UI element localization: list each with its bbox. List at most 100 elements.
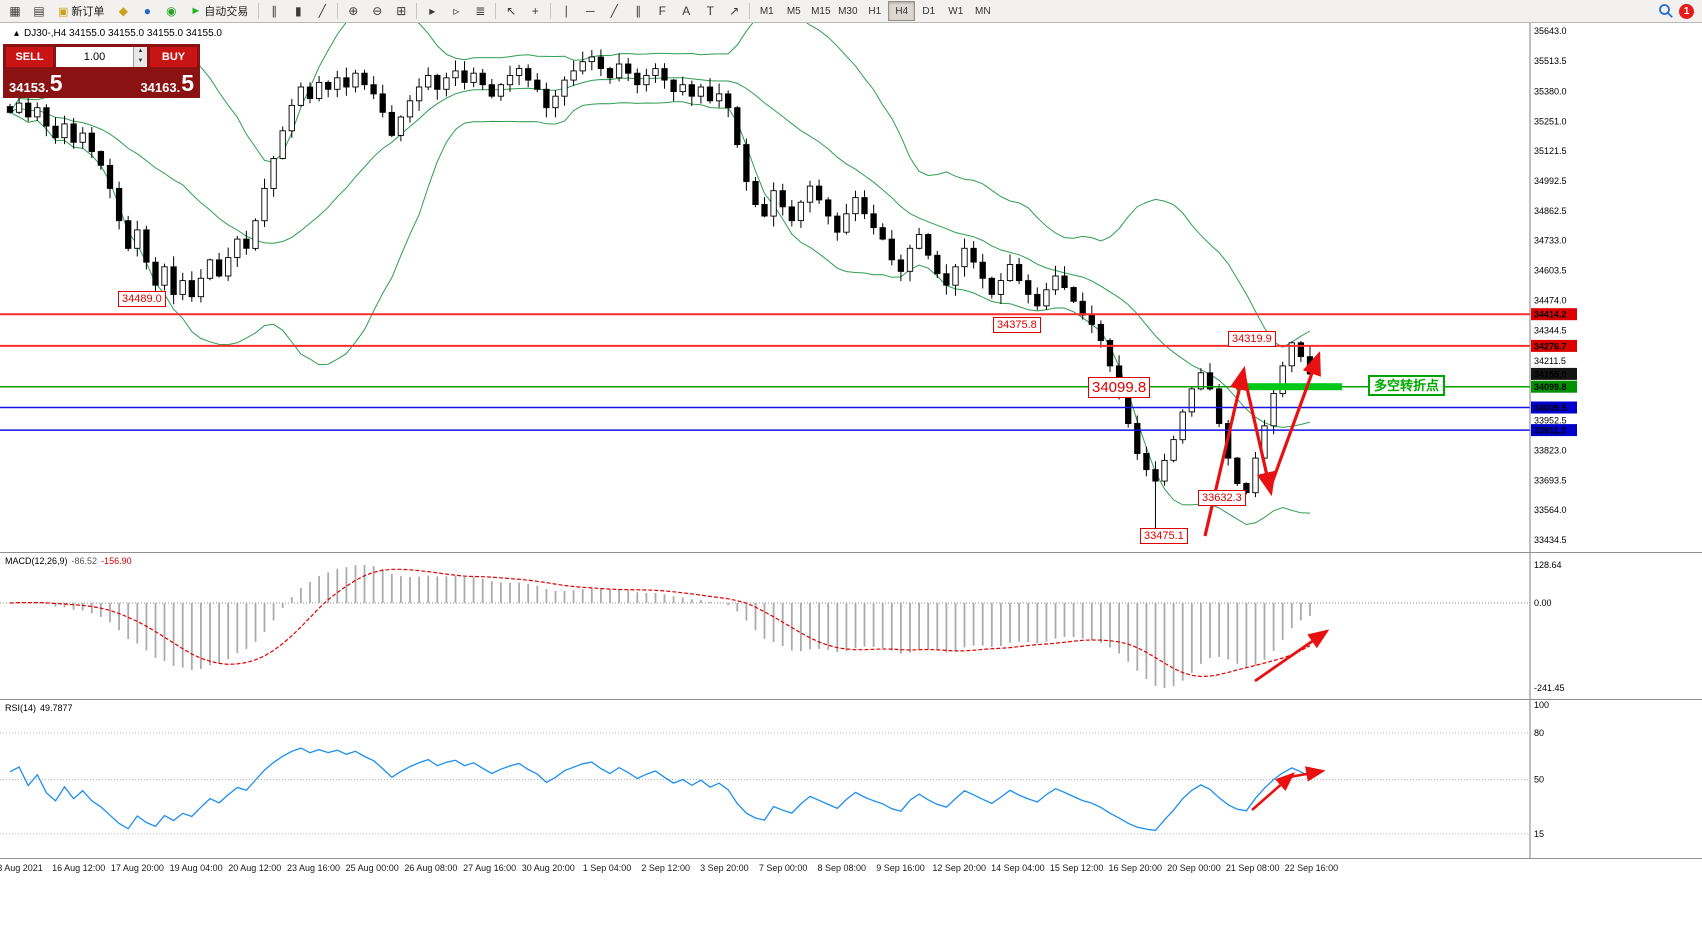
new-order-button[interactable]: ▣ 新订单 [52,1,110,22]
chart-title-text: DJ30-,H4 34155.0 34155.0 34155.0 34155.0 [24,28,222,39]
timeframe-m30[interactable]: M30 [838,5,858,17]
zoom-in-icon[interactable]: ⊕ [348,4,359,18]
new-chart-icon[interactable]: ▦ [9,4,21,18]
trendline-icon[interactable]: ╱ [610,4,618,18]
timeframe-h1[interactable]: H1 [868,5,882,17]
price-tick: 33564.0 [1534,505,1567,515]
chart-shift-icon[interactable]: ▹ [453,4,460,18]
auto-trading-button-label: 自动交易 [204,6,249,18]
timeframe-d1[interactable]: D1 [922,5,936,17]
time-label: 15 Sep 12:00 [1049,863,1104,873]
candlestick-chart-icon[interactable]: ▮ [294,4,302,18]
price-tick: 33823.0 [1534,446,1567,456]
price-tick: 34862.5 [1534,206,1567,216]
support-zone-bar[interactable] [1236,383,1342,391]
toolbar-right: 1 [1658,3,1699,19]
terminal-icon[interactable]: ◉ [166,4,177,18]
time-label: 26 Aug 08:00 [404,863,458,873]
arrows-tool-icon[interactable]: ↗ [729,4,740,18]
macd-trend-arrow[interactable] [1254,629,1330,683]
macd-scale-tick: 0.00 [1534,598,1552,608]
zoom-out-icon[interactable]: ⊖ [372,4,383,18]
price-badge [1531,308,1577,321]
volume-down-icon[interactable]: ▼ [134,57,147,67]
auto-trading-button-icon: ► [190,5,202,17]
price-chart-panel[interactable]: 35643.0 35513.5 35380.0 35251.0 35121.5 34992… [0,23,1702,552]
vertical-line-icon[interactable]: ∣ [563,4,570,18]
search-icon[interactable] [1658,3,1674,19]
price-badge [1531,424,1577,437]
time-label: 22 Sep 16:00 [1284,863,1339,873]
channel-icon[interactable]: ∥ [635,4,642,18]
one-click-trade-panel: SELL 1.00 ▲ ▼ BUY 34153. 5 34163. 5 [3,44,200,98]
rsi-trend-arrow[interactable] [1283,766,1326,782]
navigator-icon[interactable]: ● [143,4,152,18]
text-label-icon[interactable]: T [706,4,714,18]
macd-panel[interactable]: 128.64 0.00 -241.45 MACD(12,26,9) -86.52 -15… [0,552,1702,699]
fibonacci-icon[interactable]: F [658,4,666,18]
horizontal-line-icon[interactable]: ─ [586,4,595,18]
bar-chart-icon[interactable]: ∥ [271,4,278,18]
buy-button[interactable]: BUY [150,47,197,67]
price-tick: 34474.0 [1534,295,1567,305]
rsi-canvas[interactable]: 100 80 50 15 [0,700,1702,858]
price-tick: 35251.0 [1534,116,1567,126]
price-tick: 35643.0 [1534,26,1567,36]
text-icon[interactable]: A [682,4,691,18]
price-callout-34375.8[interactable]: 34375.8 [993,317,1041,333]
toolbar-separator [550,3,552,19]
new-order-button-icon: ▣ [58,5,69,18]
price-callout-34489.0[interactable]: 34489.0 [118,291,166,307]
volume-input[interactable]: 1.00 ▲ ▼ [56,47,147,67]
trend-arrow[interactable] [1203,365,1249,537]
price-callout-33632.3[interactable]: 33632.3 [1198,490,1246,506]
cursor-icon[interactable]: ↖ [506,4,517,18]
auto-trading-button[interactable]: ► 自动交易 [184,1,254,22]
time-label: 20 Sep 00:00 [1167,863,1221,873]
price-badge-text: 33911.2 [1534,426,1566,436]
line-chart-icon[interactable]: ╱ [318,4,326,18]
timeframe-h4[interactable]: H4 [888,1,916,21]
rsi-panel[interactable]: 100 80 50 15 RSI(14) 49.7877 [0,699,1702,858]
time-label: 25 Aug 00:00 [345,863,399,873]
trend-arrow[interactable] [1242,374,1276,497]
turning-point-annotation[interactable]: 多空转折点 [1368,375,1446,396]
price-tick: 34992.5 [1534,176,1567,186]
volume-stepper[interactable]: ▲ ▼ [133,47,147,67]
price-tick: 33693.5 [1534,475,1567,485]
price-tick: 35513.5 [1534,56,1567,66]
rsi-scale-tick: 50 [1534,775,1544,785]
time-label: 17 Aug 20:00 [110,863,164,873]
indicators-icon[interactable]: ≣ [475,4,486,18]
market-watch-icon[interactable]: ◆ [118,4,129,18]
timeframe-m5[interactable]: M5 [786,5,801,17]
volume-value[interactable]: 1.00 [83,51,106,63]
price-callout-33475.1[interactable]: 33475.1 [1140,528,1188,544]
sell-price: 34153. 5 [9,70,63,96]
time-axis[interactable]: 3 Aug 2021 16 Aug 12:00 17 Aug 20:00 19 Aug… [0,858,1702,879]
price-callout-34099.8[interactable]: 34099.8 [1088,377,1151,398]
buy-price: 34163. 5 [140,70,194,96]
timeframe-m15[interactable]: M15 [811,5,831,17]
price-tick: 34344.5 [1534,325,1567,335]
timeframe-w1[interactable]: W1 [948,5,964,17]
timeframe-m1[interactable]: M1 [759,5,774,17]
trend-arrow[interactable] [1267,350,1321,492]
macd-label: MACD(12,26,9) -86.52 -156.90 [5,556,132,566]
candles-and-bands[interactable] [6,23,1314,531]
notification-badge[interactable]: 1 [1679,3,1694,19]
timeframe-mn[interactable]: MN [975,5,991,17]
macd-canvas[interactable]: 128.64 0.00 -241.45 [0,553,1702,699]
price-tick: 34733.0 [1534,236,1567,246]
crosshair-icon[interactable]: + [531,4,539,18]
profiles-icon[interactable]: ▤ [33,4,45,18]
time-label: 30 Aug 20:00 [521,863,575,873]
rsi-trend-arrow[interactable] [1251,772,1295,811]
price-callout-34319.9[interactable]: 34319.9 [1228,331,1276,347]
sell-button[interactable]: SELL [6,47,53,67]
price-badge [1531,339,1577,352]
price-chart-canvas[interactable]: 35643.0 35513.5 35380.0 35251.0 35121.5 34992… [0,23,1702,552]
tile-windows-icon[interactable]: ⊞ [396,4,407,18]
volume-up-icon[interactable]: ▲ [134,47,147,57]
auto-scroll-icon[interactable]: ▸ [429,4,436,18]
